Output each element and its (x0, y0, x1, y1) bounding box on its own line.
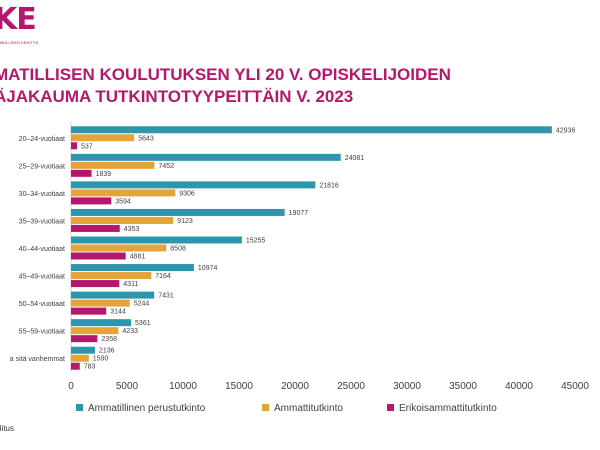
bar (71, 189, 176, 197)
x-tick-label: 30000 (393, 381, 421, 392)
data-label: 1839 (96, 171, 112, 178)
data-label: 7164 (155, 273, 171, 280)
bar (71, 142, 78, 150)
data-label: 4311 (123, 281, 138, 288)
data-label: 9123 (177, 218, 193, 225)
bar (71, 354, 89, 362)
data-label: 4233 (122, 328, 138, 335)
category-label: 35–39-vuotiaat (19, 218, 65, 225)
logo-text: KE (0, 2, 37, 37)
x-tick-label: 15000 (225, 381, 253, 392)
data-label: 7452 (158, 163, 174, 170)
x-tick-label: 40000 (505, 381, 533, 392)
category-label: 30–34-vuotiaat (19, 191, 65, 198)
category-label: 40–44-vuotiaat (19, 246, 65, 253)
bar (71, 280, 120, 288)
x-tick-label: 35000 (449, 381, 477, 392)
category-label: 45–49-vuotiaat (19, 274, 65, 281)
bar (71, 327, 119, 335)
category-label: 20–24-vuotiaat (19, 136, 65, 143)
data-label: 3594 (115, 198, 131, 205)
bar (71, 208, 285, 216)
data-label: 19077 (289, 210, 309, 217)
data-label: 537 (81, 143, 93, 150)
legend-label: Ammatillinen perustutkinto (88, 403, 206, 414)
data-label: 8508 (170, 246, 186, 253)
x-tick-label: 5000 (116, 381, 139, 392)
data-label: 5244 (134, 301, 150, 308)
bar (71, 216, 174, 224)
category-label: 55–59-vuotiaat (19, 329, 65, 336)
bar (71, 134, 135, 142)
data-label: 15255 (246, 238, 266, 245)
bar (71, 272, 152, 280)
category-label: a sitä vanhemmat (10, 356, 65, 363)
x-tick-label: 10000 (169, 381, 197, 392)
bar (71, 319, 132, 327)
chart-title-line-2: ÄJAKAUMA TUTKINTOTYYPEITTÄIN V. 2023 (0, 87, 354, 106)
bar (71, 335, 98, 343)
bar (71, 307, 107, 315)
data-label: 9306 (179, 190, 195, 197)
bar (71, 299, 130, 307)
data-label: 4353 (124, 226, 140, 233)
data-label: 42936 (556, 127, 576, 134)
source-note: llitus (0, 424, 15, 433)
bar (71, 346, 95, 354)
data-label: 3144 (110, 309, 126, 316)
data-label: 10974 (198, 265, 218, 272)
bar (71, 161, 155, 169)
legend-swatch (387, 404, 394, 411)
logo-subtitle: MULLISEN KEHITYS (0, 40, 39, 45)
bar (71, 224, 120, 232)
x-tick-label: 20000 (281, 381, 309, 392)
bar (71, 181, 316, 189)
legend-swatch (76, 404, 83, 411)
data-label: 783 (84, 364, 96, 371)
bar (71, 126, 552, 134)
bar (71, 244, 167, 252)
legend-label: Erikoisammattitutkinto (399, 403, 497, 414)
data-label: 7431 (158, 293, 174, 300)
chart-title-line-1: MATILLISEN KOULUTUKSEN YLI 20 V. OPISKEL… (0, 65, 451, 84)
category-label: 50–54-vuotiaat (19, 301, 65, 308)
data-label: 24081 (345, 155, 365, 162)
legend-swatch (262, 404, 269, 411)
bar (71, 362, 80, 370)
data-label: 2358 (101, 336, 117, 343)
data-label: 21816 (319, 182, 339, 189)
bar (71, 169, 92, 177)
bar (71, 236, 242, 244)
x-tick-label: 25000 (337, 381, 365, 392)
bar (71, 264, 194, 272)
data-label: 2136 (99, 348, 115, 355)
data-label: 5361 (135, 320, 151, 327)
data-label: 5643 (138, 135, 154, 142)
data-label: 1590 (93, 356, 109, 363)
bar (71, 291, 155, 299)
x-tick-label: 0 (68, 381, 74, 392)
bar (71, 252, 126, 260)
legend-label: Ammattitutkinto (274, 403, 343, 414)
bar (71, 153, 341, 161)
category-label: 25–29-vuotiaat (19, 163, 65, 170)
chart-title: MATILLISEN KOULUTUKSEN YLI 20 V. OPISKEL… (0, 64, 451, 108)
data-label: 4881 (130, 254, 146, 261)
bar (71, 197, 112, 205)
x-tick-label: 45000 (561, 381, 589, 392)
